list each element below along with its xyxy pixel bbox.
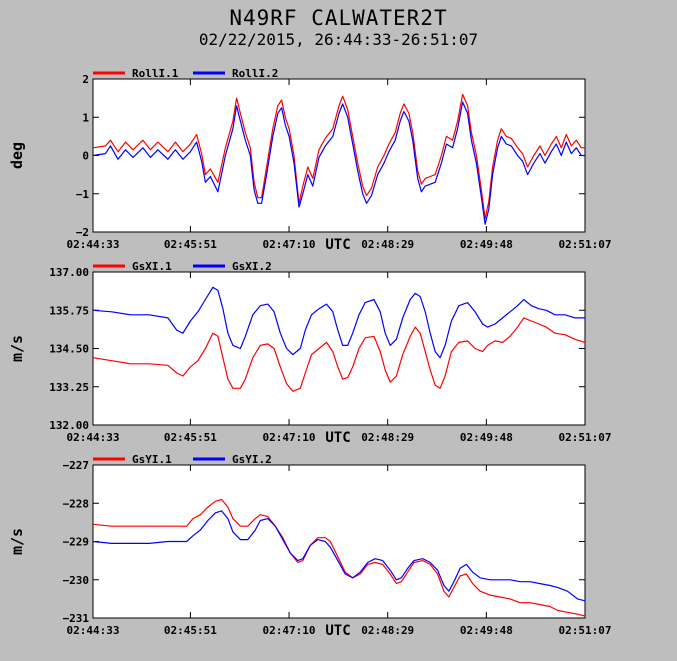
series-line (92, 286, 585, 359)
x-tick-label: 02:44:33 (67, 624, 120, 637)
y-tick-label: −227 (63, 459, 90, 472)
y-axis-label: m/s (8, 528, 26, 555)
x-tick-label: 02:47:10 (263, 624, 316, 637)
series-line (92, 317, 586, 392)
y-tick-label: 1 (82, 111, 89, 124)
x-tick-label: 02:51:07 (559, 624, 612, 637)
legend-label: GsXI.2 (232, 260, 272, 273)
y-tick-label: 135.75 (49, 304, 89, 317)
y-tick-label: −1 (76, 188, 90, 201)
x-axis-label: UTC (325, 237, 350, 253)
x-tick-label: 02:44:33 (67, 238, 120, 251)
series-line (92, 498, 586, 617)
y-tick-label: 134.50 (49, 343, 89, 356)
x-tick-label: 02:51:07 (559, 431, 612, 444)
x-tick-label: 02:44:33 (67, 431, 120, 444)
x-tick-label: 02:49:48 (460, 624, 513, 637)
y-tick-label: 0 (82, 150, 89, 163)
legend-label: GsXI.1 (132, 260, 172, 273)
y-tick-label: −2 (76, 226, 89, 239)
x-axis-label: UTC (325, 623, 350, 639)
series-line (92, 101, 585, 225)
x-tick-label: 02:48:29 (361, 624, 414, 637)
y-axis-label: m/s (8, 335, 26, 362)
legend-label: GsYI.2 (232, 453, 272, 466)
panel-1: RollI.1 RollI.2 2 1 0 −1 −2 deg 02:44:33 02:45:51… (8, 67, 611, 253)
legend-label: GsYI.1 (132, 453, 172, 466)
y-tick-label: 2 (82, 73, 89, 86)
y-axis-label: deg (8, 142, 26, 169)
x-tick-label: 02:45:51 (164, 431, 217, 444)
x-tick-label: 02:48:29 (361, 238, 414, 251)
y-tick-label: −229 (63, 536, 90, 549)
y-tick-label: 137.00 (49, 266, 89, 279)
legend-label: RollI.2 (232, 67, 278, 80)
series-line (92, 510, 586, 602)
panel-3: GsYI.1 GsYI.2 −227 −228 −229 −230 −231 m/s 02:44… (8, 453, 611, 639)
plot-area (92, 271, 586, 426)
y-tick-label: −231 (63, 612, 90, 625)
chart-title: N49RF CALWATER2T (229, 6, 448, 30)
x-tick-label: 02:48:29 (361, 431, 414, 444)
series-line (92, 93, 585, 220)
x-tick-label: 02:45:51 (164, 624, 217, 637)
x-tick-label: 02:45:51 (164, 238, 217, 251)
x-axis-label: UTC (325, 430, 350, 446)
x-tick-label: 02:47:10 (263, 238, 316, 251)
y-tick-label: −228 (63, 497, 90, 510)
x-tick-label: 02:49:48 (460, 431, 513, 444)
chart-subtitle: 02/22/2015, 26:44:33-26:51:07 (198, 30, 479, 49)
x-tick-label: 02:47:10 (263, 431, 316, 444)
x-tick-label: 02:51:07 (559, 238, 612, 251)
panel-2: GsXI.1 GsXI.2 137.00 135.75 134.50 133.25 132.… (8, 260, 611, 446)
y-tick-label: −230 (63, 574, 90, 587)
legend-label: RollI.1 (132, 67, 179, 80)
y-tick-label: 132.00 (49, 419, 89, 432)
plot-area (92, 78, 586, 233)
y-tick-label: 133.25 (49, 381, 89, 394)
x-tick-label: 02:49:48 (460, 238, 513, 251)
